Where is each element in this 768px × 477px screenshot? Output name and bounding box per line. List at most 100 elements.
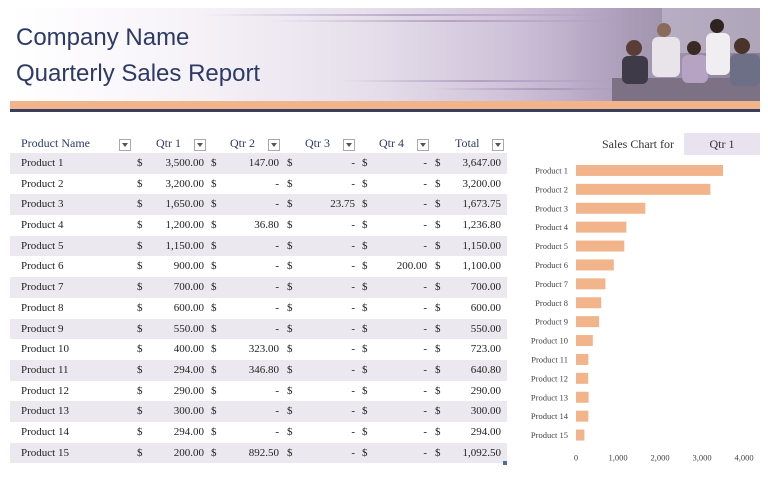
cell-total[interactable]: 640.80 (470, 363, 501, 376)
cell-total[interactable]: 3,200.00 (462, 177, 502, 190)
currency-symbol[interactable]: $ (435, 446, 441, 459)
cell-total[interactable]: 1,673.75 (462, 198, 502, 211)
currency-symbol[interactable]: $ (211, 301, 217, 314)
currency-symbol[interactable]: $ (287, 446, 293, 459)
currency-symbol[interactable]: $ (435, 260, 441, 273)
currency-symbol[interactable]: $ (211, 198, 217, 211)
cell-product-name[interactable]: Product 7 (21, 281, 64, 294)
cell-qtr3[interactable]: - (351, 446, 355, 459)
cell-qtr2[interactable]: - (275, 260, 279, 273)
currency-symbol[interactable]: $ (137, 260, 143, 273)
bar-product-2[interactable] (576, 183, 711, 195)
cell-qtr1[interactable]: 550.00 (173, 322, 204, 335)
currency-symbol[interactable]: $ (435, 425, 441, 438)
currency-symbol[interactable]: $ (287, 157, 293, 169)
cell-product-name[interactable]: Product 2 (21, 177, 64, 190)
bar-product-8[interactable] (576, 297, 602, 309)
cell-product-name[interactable]: Product 1 (21, 157, 64, 169)
currency-symbol[interactable]: $ (362, 363, 368, 376)
currency-symbol[interactable]: $ (435, 301, 441, 314)
currency-symbol[interactable]: $ (362, 301, 368, 314)
currency-symbol[interactable]: $ (362, 343, 368, 356)
currency-symbol[interactable]: $ (287, 281, 293, 294)
cell-qtr2[interactable]: - (275, 384, 279, 397)
currency-symbol[interactable]: $ (435, 384, 441, 397)
currency-symbol[interactable]: $ (287, 301, 293, 314)
cell-product-name[interactable]: Product 6 (21, 260, 64, 273)
cell-qtr2[interactable]: 36.80 (254, 219, 279, 232)
cell-qtr4[interactable]: - (423, 343, 427, 356)
currency-symbol[interactable]: $ (362, 425, 368, 438)
bar-product-9[interactable] (576, 316, 600, 328)
currency-symbol[interactable]: $ (287, 198, 293, 211)
currency-symbol[interactable]: $ (287, 260, 293, 273)
cell-qtr3[interactable]: 23.75 (330, 198, 355, 211)
cell-product-name[interactable]: Product 3 (21, 198, 64, 211)
currency-symbol[interactable]: $ (362, 177, 368, 190)
currency-symbol[interactable]: $ (137, 219, 143, 232)
currency-symbol[interactable]: $ (435, 343, 441, 356)
cell-total[interactable]: 723.00 (470, 343, 501, 356)
currency-symbol[interactable]: $ (137, 198, 143, 211)
cell-qtr3[interactable]: - (351, 177, 355, 190)
currency-symbol[interactable]: $ (362, 260, 368, 273)
currency-symbol[interactable]: $ (211, 281, 217, 294)
currency-symbol[interactable]: $ (435, 281, 441, 294)
currency-symbol[interactable]: $ (137, 384, 143, 397)
currency-symbol[interactable]: $ (211, 446, 217, 459)
cell-product-name[interactable]: Product 13 (21, 405, 69, 418)
cell-qtr1[interactable]: 1,650.00 (165, 198, 205, 211)
currency-symbol[interactable]: $ (137, 157, 143, 169)
currency-symbol[interactable]: $ (287, 384, 293, 397)
currency-symbol[interactable]: $ (362, 322, 368, 335)
cell-total[interactable]: 700.00 (470, 281, 501, 294)
cell-qtr3[interactable]: - (351, 384, 355, 397)
cell-qtr2[interactable]: 147.00 (248, 157, 279, 169)
cell-qtr4[interactable]: - (423, 425, 427, 438)
currency-symbol[interactable]: $ (362, 384, 368, 397)
quarter-selector[interactable]: Qtr 1 (684, 133, 760, 155)
currency-symbol[interactable]: $ (211, 219, 217, 232)
cell-total[interactable]: 3,647.00 (462, 157, 502, 169)
cell-qtr3[interactable]: - (351, 157, 355, 169)
currency-symbol[interactable]: $ (211, 177, 217, 190)
bar-product-5[interactable] (576, 240, 625, 252)
cell-qtr2[interactable]: 346.80 (248, 363, 279, 376)
cell-product-name[interactable]: Product 11 (21, 363, 69, 376)
cell-qtr1[interactable]: 3,500.00 (165, 157, 205, 169)
currency-symbol[interactable]: $ (287, 322, 293, 335)
cell-qtr2[interactable]: - (275, 405, 279, 418)
cell-qtr2[interactable]: 892.50 (248, 446, 279, 459)
table-resize-handle[interactable] (503, 461, 507, 466)
cell-qtr1[interactable]: 1,150.00 (165, 239, 205, 252)
currency-symbol[interactable]: $ (435, 157, 441, 169)
cell-total[interactable]: 1,236.80 (462, 219, 502, 232)
currency-symbol[interactable]: $ (435, 219, 441, 232)
currency-symbol[interactable]: $ (435, 405, 441, 418)
bar-product-1[interactable] (576, 164, 723, 176)
cell-qtr2[interactable]: - (275, 281, 279, 294)
cell-qtr4[interactable]: - (423, 239, 427, 252)
cell-qtr2[interactable]: - (275, 425, 279, 438)
cell-product-name[interactable]: Product 5 (21, 239, 64, 252)
cell-qtr4[interactable]: - (423, 219, 427, 232)
cell-product-name[interactable]: Product 14 (21, 425, 69, 438)
cell-qtr1[interactable]: 290.00 (173, 384, 204, 397)
currency-symbol[interactable]: $ (137, 425, 143, 438)
cell-total[interactable]: 1,150.00 (462, 239, 502, 252)
currency-symbol[interactable]: $ (211, 363, 217, 376)
cell-total[interactable]: 1,092.50 (462, 446, 502, 459)
currency-symbol[interactable]: $ (137, 446, 143, 459)
bar-product-6[interactable] (576, 259, 614, 271)
cell-product-name[interactable]: Product 15 (21, 446, 69, 459)
cell-qtr1[interactable]: 294.00 (173, 363, 204, 376)
currency-symbol[interactable]: $ (362, 198, 368, 211)
currency-symbol[interactable]: $ (137, 405, 143, 418)
cell-qtr4[interactable]: - (423, 301, 427, 314)
cell-qtr1[interactable]: 3,200.00 (165, 177, 205, 190)
currency-symbol[interactable]: $ (435, 198, 441, 211)
cell-product-name[interactable]: Product 10 (21, 343, 69, 356)
currency-symbol[interactable]: $ (362, 405, 368, 418)
currency-symbol[interactable]: $ (435, 239, 441, 252)
cell-product-name[interactable]: Product 8 (21, 301, 64, 314)
